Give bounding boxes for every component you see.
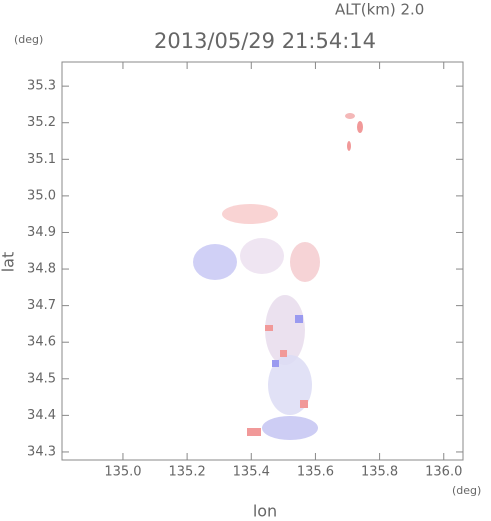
y-axis-label: lat [0, 252, 18, 273]
y-tick-label: 34.9 [27, 225, 56, 240]
echo-field [193, 113, 363, 440]
y-tick-label: 34.7 [27, 298, 56, 313]
x-axis-label: lon [253, 502, 277, 521]
y-tick-label: 35.0 [27, 188, 56, 203]
y-tick-label: 35.2 [27, 115, 56, 130]
y-tick-label: 34.4 [27, 408, 56, 423]
y-tick-label: 34.6 [27, 335, 56, 350]
y-unit: (deg) [14, 33, 43, 46]
chart-title: 2013/05/29 21:54:14 [154, 29, 376, 53]
y-tick-label: 35.3 [27, 79, 56, 94]
y-tick-label: 34.8 [27, 262, 56, 277]
x-tick-label: 135.4 [233, 465, 270, 480]
x-unit: (deg) [452, 484, 481, 497]
x-tick-label: 135.6 [297, 465, 334, 480]
x-tick-label: 135.0 [104, 465, 141, 480]
plot-frame [61, 61, 464, 461]
x-tick-label: 135.2 [169, 465, 206, 480]
x-tick-label: 136.0 [425, 465, 462, 480]
x-tick-label: 135.8 [361, 465, 398, 480]
y-tick-label: 34.5 [27, 371, 56, 386]
y-tick-label: 35.1 [27, 152, 56, 167]
y-tick-label: 34.3 [27, 444, 56, 459]
altitude-annotation: ALT(km) 2.0 [335, 1, 424, 19]
